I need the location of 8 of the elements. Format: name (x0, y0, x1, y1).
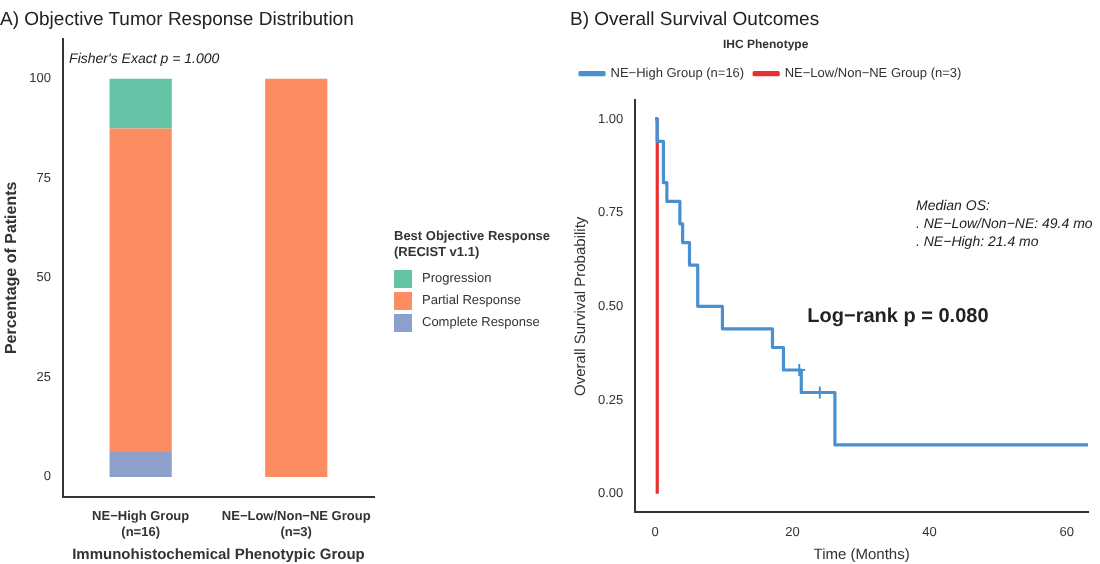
annotation: Log−rank p = 0.080 (807, 305, 990, 328)
bar (109, 128, 172, 452)
y-axis-title: Percentage of Patients (2, 180, 21, 355)
bar (109, 452, 172, 477)
chart-title: B) Overall Survival Outcomes (570, 8, 820, 31)
bar (109, 78, 172, 129)
bar (265, 78, 328, 477)
chart-title: A) Objective Tumor Response Distribution (0, 8, 354, 31)
